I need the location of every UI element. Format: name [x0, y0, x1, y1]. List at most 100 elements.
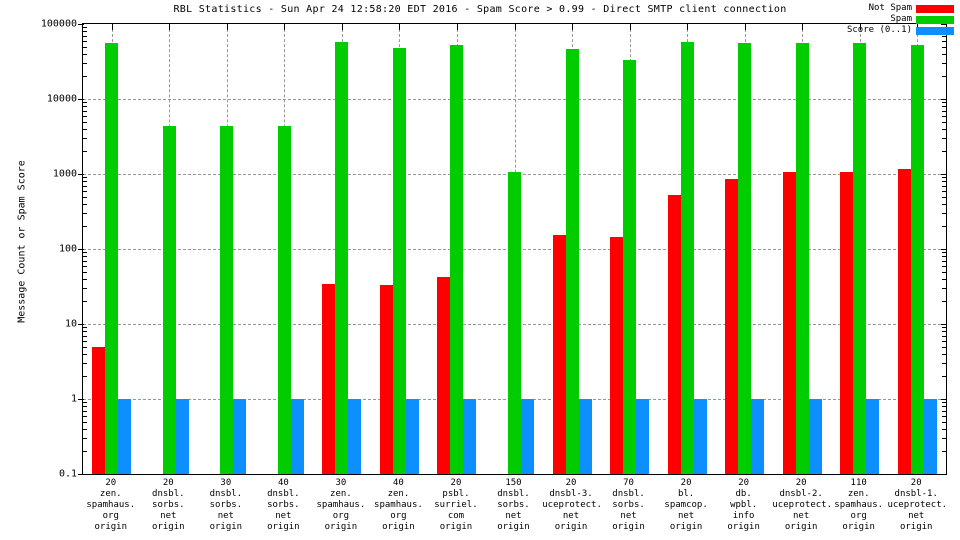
- bar-not-spam: [782, 171, 796, 474]
- y-axis-minor-tick: [942, 40, 946, 42]
- plot-area: 0.1 1 10 100 1000 10000 100000: [41, 19, 947, 480]
- bar-score-0-1: [923, 399, 937, 474]
- x-axis-tick-top: [859, 23, 861, 30]
- bar-not-spam: [725, 179, 739, 474]
- y-axis-minor-tick: [83, 260, 87, 262]
- y-axis-minor-tick: [942, 190, 946, 192]
- bar-spam: [105, 43, 119, 474]
- y-axis-tick-right: [941, 474, 947, 475]
- y-axis-minor-tick: [942, 376, 946, 378]
- bar-score-0-1: [405, 399, 419, 474]
- legend-swatch: [916, 26, 954, 35]
- y-axis-minor-tick: [942, 340, 946, 342]
- y-axis-minor-tick: [83, 271, 87, 273]
- bar-spam: [392, 47, 406, 474]
- bar-score-0-1: [463, 399, 477, 474]
- y-axis-minor-tick: [83, 40, 87, 42]
- y-axis-minor-tick: [83, 402, 87, 404]
- y-axis-minor-tick: [942, 177, 946, 179]
- y-axis-minor-tick: [942, 353, 946, 355]
- legend-item: Score (0..1): [847, 25, 954, 36]
- x-axis-tick-top: [629, 23, 631, 30]
- y-axis-minor-tick: [942, 428, 946, 430]
- y-axis-minor-tick: [83, 406, 87, 408]
- bar-not-spam: [379, 285, 393, 474]
- bar-not-spam: [92, 346, 106, 474]
- bar-score-0-1: [866, 399, 880, 474]
- y-axis-minor-tick: [83, 203, 87, 205]
- bar-not-spam: [840, 172, 854, 474]
- bar-spam: [277, 125, 291, 474]
- y-axis-minor-tick: [83, 151, 87, 153]
- legend-label: Not Spam: [868, 3, 912, 13]
- x-axis-category-label: 20 dnsbl. sorbs. net origin: [152, 478, 185, 532]
- y-axis-minor-tick: [942, 415, 946, 417]
- y-axis-minor-tick: [83, 27, 87, 29]
- x-axis-category-label: 20 zen. spamhaus. org origin: [86, 478, 136, 532]
- x-axis-category-label: 20 db. wpbl. info origin: [727, 478, 760, 532]
- y-axis-minor-tick: [942, 363, 946, 365]
- y-axis-minor-tick: [942, 76, 946, 78]
- y-axis-minor-tick: [83, 63, 87, 65]
- bar-not-spam: [322, 284, 336, 474]
- y-axis-minor-tick: [942, 128, 946, 130]
- bar-score-0-1: [290, 399, 304, 474]
- y-axis-minor-tick: [83, 410, 87, 412]
- bar-spam: [220, 125, 234, 474]
- legend-label: Spam: [890, 14, 912, 24]
- x-axis-category-label: 150 dnsbl. sorbs. net origin: [497, 478, 530, 532]
- bar-not-spam: [437, 277, 451, 474]
- bar-spam: [508, 172, 521, 474]
- bar-score-0-1: [693, 399, 707, 474]
- y-axis-minor-tick: [83, 421, 87, 423]
- y-axis-tick-label: 10000: [46, 93, 77, 105]
- y-axis-minor-tick: [942, 151, 946, 153]
- y-axis-minor-tick: [942, 35, 946, 37]
- bar-score-0-1: [578, 399, 592, 474]
- y-axis-minor-tick: [942, 410, 946, 412]
- y-axis-minor-tick: [83, 185, 87, 187]
- y-axis-tick-label: 1: [70, 393, 77, 405]
- y-axis-minor-tick: [942, 53, 946, 55]
- y-axis-minor-tick: [942, 185, 946, 187]
- y-axis-minor-tick: [83, 327, 87, 329]
- y-axis-tick-right: [941, 399, 947, 400]
- y-axis-minor-tick: [942, 331, 946, 333]
- bar-spam: [450, 44, 464, 474]
- y-axis-minor-tick: [942, 46, 946, 48]
- y-axis-minor-tick: [83, 278, 87, 280]
- x-axis-category-label: 20 dnsbl-3. uceprotect. net origin: [542, 478, 602, 532]
- y-axis-tick-right: [941, 174, 947, 175]
- legend-label: Score (0..1): [846, 25, 912, 35]
- y-axis-minor-tick: [942, 110, 946, 112]
- y-axis-tick-right: [941, 99, 947, 100]
- bar-spam: [162, 125, 176, 474]
- x-axis-category-label: 20 bl. spamcop. net origin: [664, 478, 708, 532]
- x-axis-tick-top: [226, 23, 228, 30]
- y-axis-minor-tick: [83, 121, 87, 123]
- bar-spam: [853, 42, 867, 474]
- y-axis-tick-right: [941, 24, 947, 25]
- y-axis-tick-label: 100000: [40, 18, 77, 30]
- x-axis-tick-top: [572, 23, 574, 30]
- bar-score-0-1: [118, 399, 132, 474]
- y-axis-minor-tick: [942, 288, 946, 290]
- y-axis-minor-tick: [83, 213, 87, 215]
- legend-item: Spam: [847, 14, 954, 25]
- y-axis-minor-tick: [83, 265, 87, 267]
- y-axis-tick: [78, 249, 84, 250]
- x-axis-tick-top: [169, 23, 171, 30]
- y-axis-minor-tick: [942, 402, 946, 404]
- legend-swatch: [916, 15, 954, 24]
- y-axis-minor-tick: [942, 256, 946, 258]
- y-axis-minor-tick: [83, 177, 87, 179]
- bar-not-spam: [552, 235, 566, 474]
- y-axis-minor-tick: [83, 335, 87, 337]
- y-axis-minor-tick: [942, 265, 946, 267]
- y-axis-minor-tick: [942, 106, 946, 108]
- legend-swatch: [916, 4, 954, 13]
- y-axis-minor-tick: [83, 428, 87, 430]
- y-axis-minor-tick: [83, 226, 87, 228]
- y-axis-minor-tick: [83, 138, 87, 140]
